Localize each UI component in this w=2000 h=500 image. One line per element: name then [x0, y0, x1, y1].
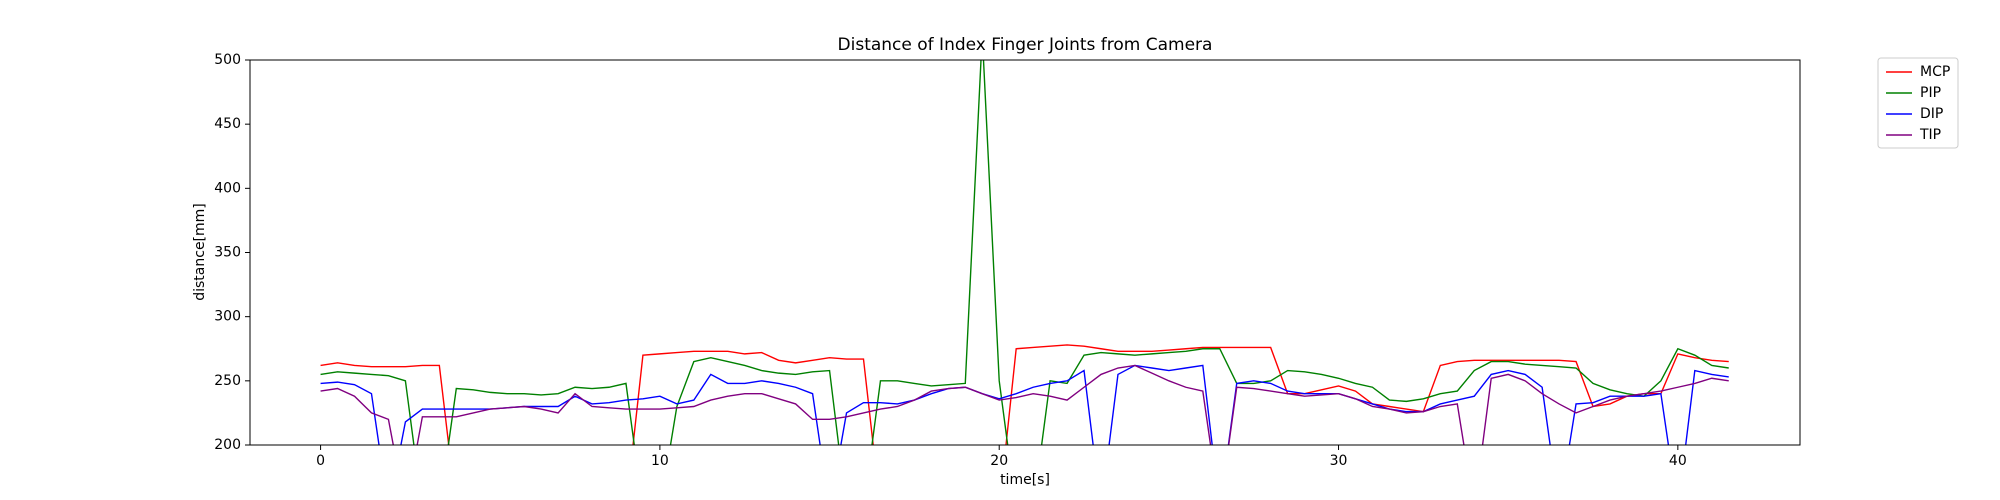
x-axis-label: time[s]: [1000, 472, 1050, 488]
y-tick-label: 500: [214, 52, 241, 68]
chart-title: Distance of Index Finger Joints from Cam…: [838, 35, 1213, 55]
legend-label: PIP: [1920, 85, 1941, 101]
legend-label: MCP: [1920, 64, 1950, 80]
line-series: [320, 344, 1729, 445]
plot-frame: [249, 59, 1801, 446]
x-tick-label: 40: [1669, 453, 1687, 469]
x-tick-label: 20: [990, 453, 1008, 469]
legend-box: [1877, 57, 1959, 149]
y-tick-label: 300: [214, 309, 241, 325]
legend-label: DIP: [1920, 106, 1943, 122]
plot-area: [320, 60, 1729, 445]
x-tick-label: 10: [651, 453, 669, 469]
y-tick-label: 250: [214, 373, 241, 389]
y-axis-label: distance[mm]: [192, 203, 208, 301]
y-tick-label: 200: [214, 437, 241, 453]
x-tick-label: 0: [316, 453, 325, 469]
line-series: [320, 60, 1729, 445]
y-tick-label: 450: [214, 116, 241, 132]
y-tick-label: 350: [214, 245, 241, 261]
line-series: [320, 364, 1729, 445]
y-tick-label: 400: [214, 180, 241, 196]
legend-label: TIP: [1919, 127, 1941, 143]
line-series: [320, 364, 1729, 445]
x-tick-label: 30: [1330, 453, 1348, 469]
